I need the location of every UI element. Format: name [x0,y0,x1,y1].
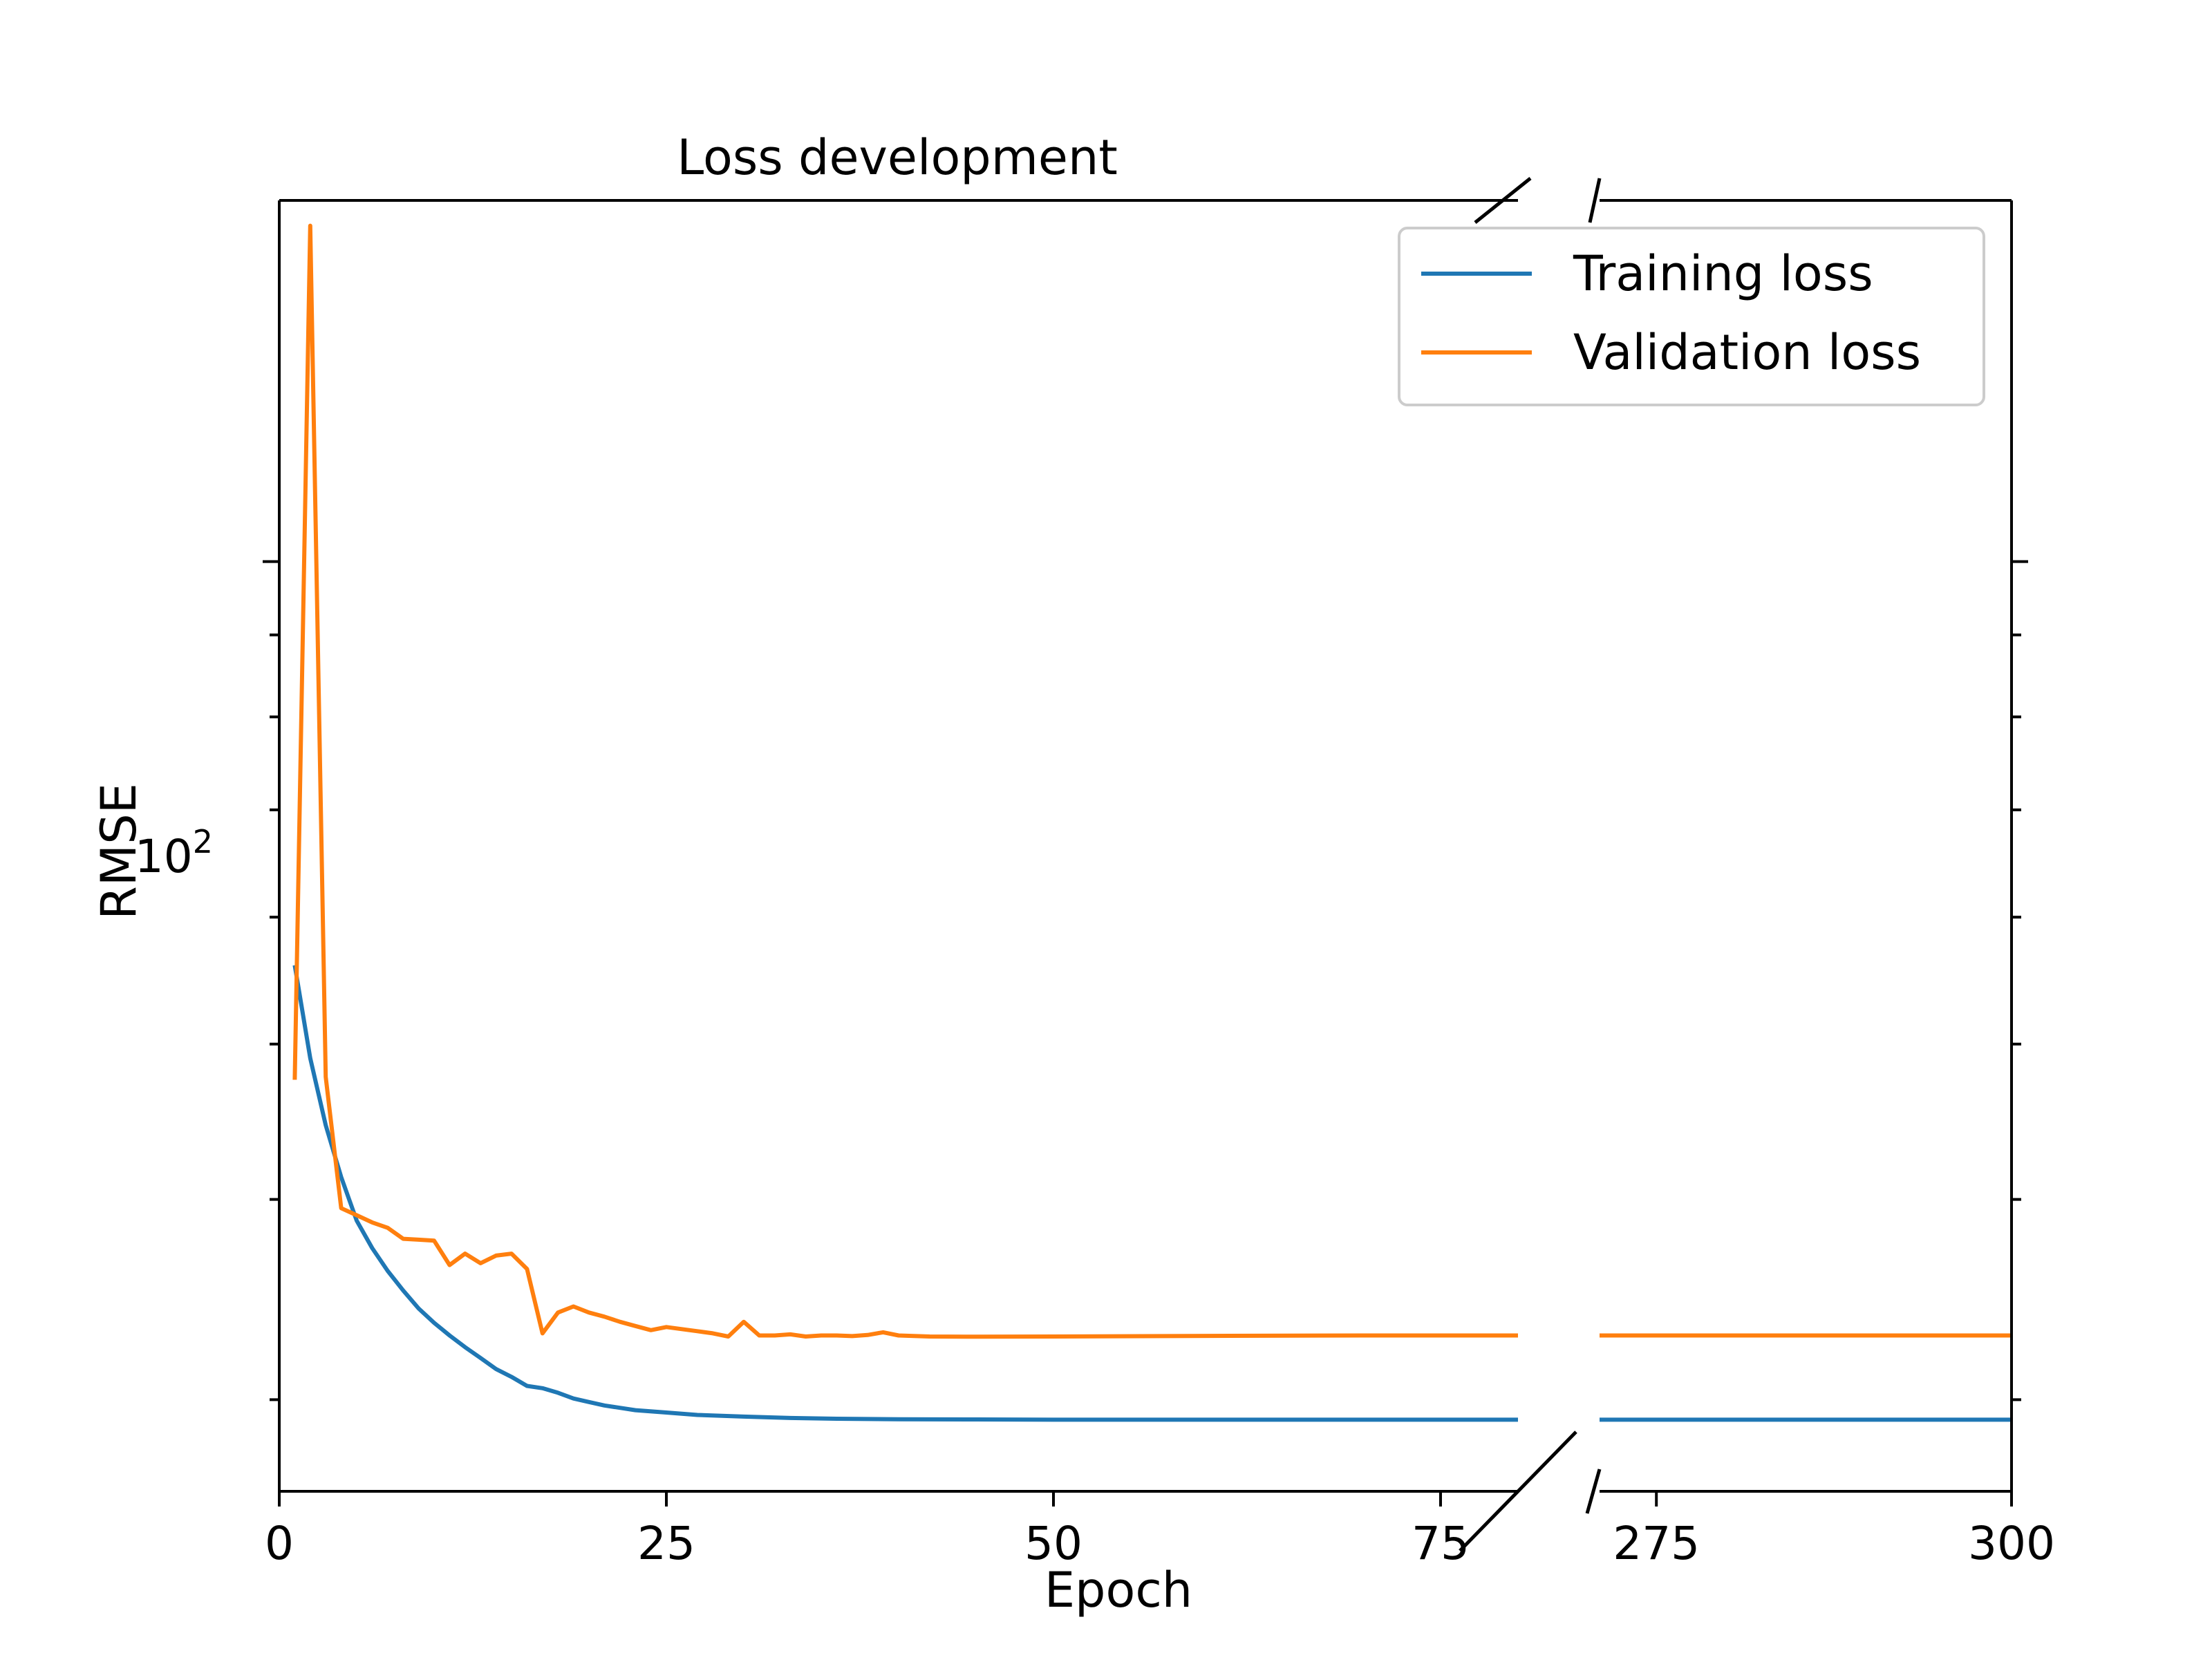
series-line-training-loss-left [292,965,1518,1422]
y-tick-label-major: 102 [135,823,213,883]
axes-layer [278,199,2013,1493]
x-tick-label: 50 [1024,1517,1082,1570]
axis-break-marks [1459,177,1602,1552]
x-tick-label: 300 [1968,1517,2055,1570]
legend: Training loss Validation loss [1398,227,1985,406]
x-tick-label: 275 [1613,1517,1700,1570]
series-layer [292,223,2012,1422]
legend-label-validation: Validation loss [1573,324,1921,381]
break-mark-bottom-left [1459,1430,1577,1552]
series-line-validation-loss-left [292,223,1518,1339]
x-tick-label: 0 [265,1517,294,1570]
legend-label-training: Training loss [1573,245,1873,302]
y-axis-label: RMSE [91,783,147,920]
x-axis-label: Epoch [1044,1562,1192,1618]
break-mark-bottom-right [1585,1469,1602,1514]
x-tick-label: 25 [637,1517,695,1570]
ticks-layer: 0 25 50 75 275 300 [263,560,2055,1570]
chart-title: Loss development [677,129,1118,186]
legend-frame [1398,227,1985,406]
break-mark-top-left [1474,177,1532,224]
break-mark-top-right [1588,178,1602,223]
x-tick-label: 75 [1412,1517,1470,1570]
